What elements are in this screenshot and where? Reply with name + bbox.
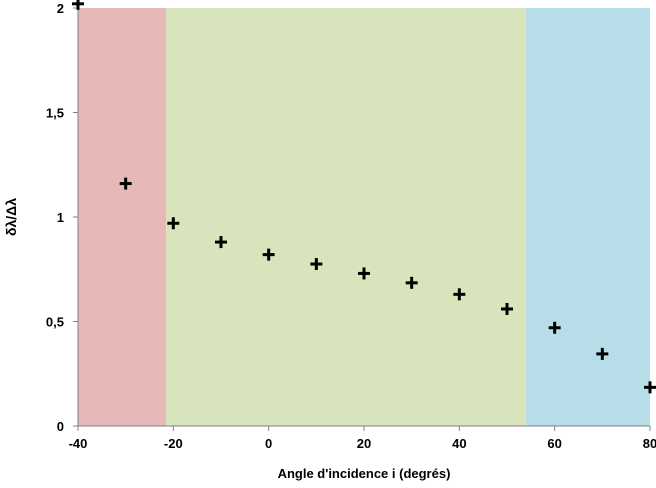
y-tick-label: 1 bbox=[57, 210, 64, 225]
region-band-1 bbox=[78, 8, 167, 426]
region-band-3 bbox=[526, 8, 650, 426]
data-point bbox=[548, 321, 561, 334]
x-tick-label: -40 bbox=[69, 436, 88, 451]
data-point bbox=[453, 288, 466, 301]
data-point bbox=[596, 347, 609, 360]
data-point bbox=[405, 276, 418, 289]
data-point bbox=[262, 248, 275, 261]
y-tick-label: 1,5 bbox=[46, 106, 64, 121]
region-band-2 bbox=[166, 8, 527, 426]
y-tick-label: 0 bbox=[57, 419, 64, 434]
background-regions bbox=[78, 8, 650, 426]
data-points bbox=[72, 0, 656, 394]
data-point bbox=[501, 302, 513, 315]
data-point bbox=[72, 0, 84, 10]
data-point bbox=[119, 177, 132, 190]
x-tick-label: -20 bbox=[164, 436, 183, 451]
y-ticks: 0 0,5 1 1,5 2 bbox=[46, 1, 78, 434]
y-tick-label: 2 bbox=[57, 1, 64, 16]
x-axis-label: Angle d'incidence i (degrés) bbox=[278, 466, 451, 481]
data-point bbox=[358, 267, 370, 280]
y-axis-label: δλ/Δλ bbox=[3, 198, 19, 236]
x-tick-label: 20 bbox=[357, 436, 371, 451]
data-point bbox=[310, 258, 323, 271]
x-tick-label: 0 bbox=[265, 436, 272, 451]
x-tick-label: 40 bbox=[452, 436, 466, 451]
x-tick-label: 60 bbox=[547, 436, 561, 451]
data-point bbox=[167, 217, 180, 230]
data-point bbox=[215, 236, 227, 249]
y-tick-label: 0,5 bbox=[46, 315, 64, 330]
x-ticks: -40 -20 0 20 40 60 80 bbox=[69, 426, 656, 451]
x-tick-label: 80 bbox=[643, 436, 656, 451]
data-point bbox=[644, 381, 656, 394]
